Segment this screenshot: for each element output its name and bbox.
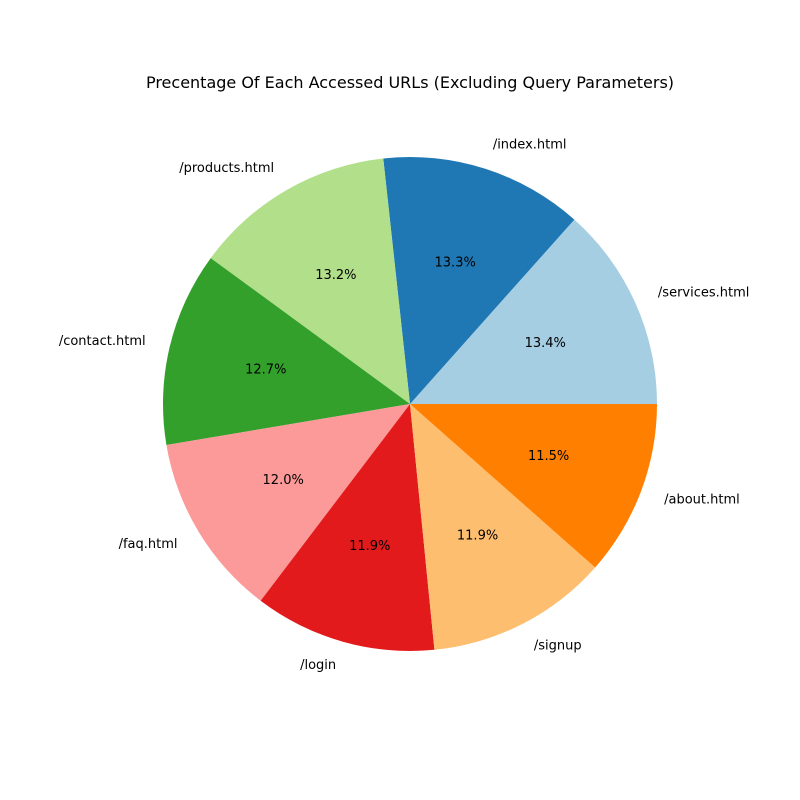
pie-slice-login xyxy=(260,404,435,651)
percentage-label: 11.9% xyxy=(457,528,498,543)
slice-label: /contact.html xyxy=(59,334,146,349)
percentage-label: 11.5% xyxy=(528,449,569,464)
pie-slice-faq-html xyxy=(166,404,410,601)
slice-label: /services.html xyxy=(658,285,749,300)
slice-label: /faq.html xyxy=(119,537,178,552)
percentage-label: 12.7% xyxy=(245,362,286,377)
slice-label: /login xyxy=(300,658,336,673)
percentage-label: 13.3% xyxy=(435,255,476,270)
pie-slice-index-html xyxy=(383,156,575,404)
percentage-label: 12.0% xyxy=(263,473,304,488)
percentage-label: 13.2% xyxy=(315,268,356,283)
slice-label: /about.html xyxy=(664,493,740,508)
slice-label: /products.html xyxy=(179,161,274,176)
pie-slices xyxy=(163,156,657,651)
pie-slice-products-html xyxy=(210,158,410,404)
pie-slice-contact-html xyxy=(163,258,410,445)
percentage-label: 13.4% xyxy=(525,336,566,351)
pie-slice-signup xyxy=(410,404,596,650)
slice-labels: /services.html/index.html/products.html /… xyxy=(59,138,750,673)
chart-title: Precentage Of Each Accessed URLs (Exclud… xyxy=(146,73,674,92)
percentage-label: 11.9% xyxy=(349,539,390,554)
percentage-labels: 13.4% 13.3% 13.2% 12.7% 12.0% 11.9% 11.9% 11.5% xyxy=(245,255,569,554)
slice-label: /signup xyxy=(534,638,582,653)
pie-slice-about-html xyxy=(410,404,657,568)
pie-slice-services-html xyxy=(410,219,657,404)
slice-label: /index.html xyxy=(493,138,567,153)
